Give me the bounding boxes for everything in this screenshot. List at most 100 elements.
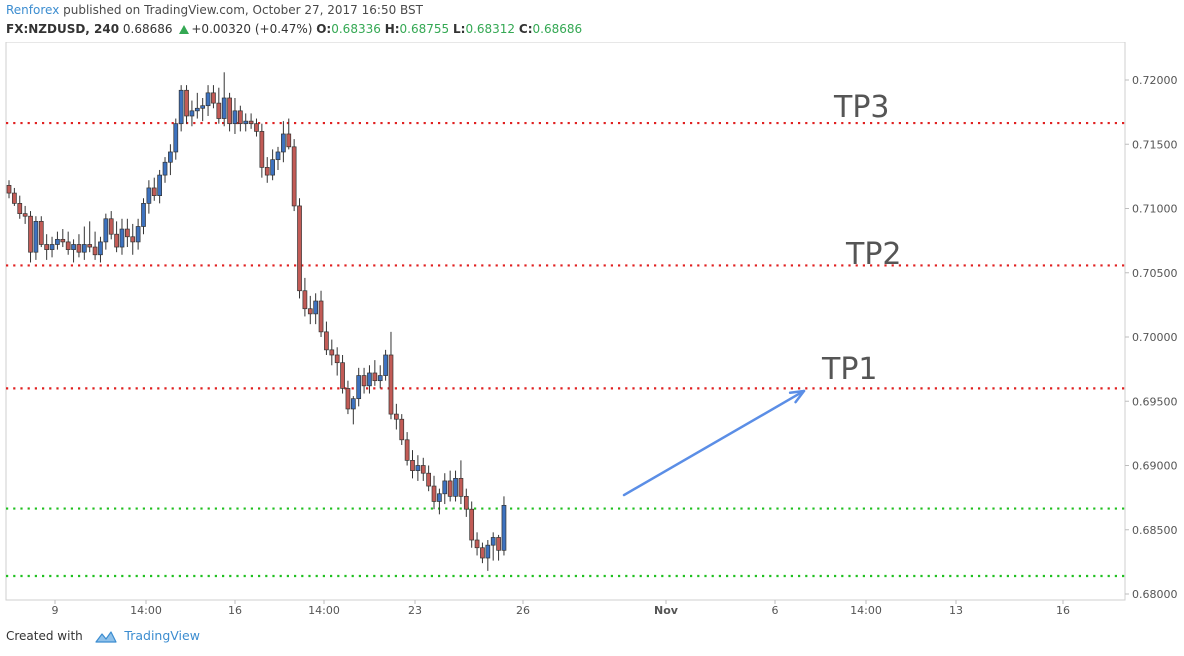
candle-body <box>33 221 39 253</box>
candle <box>33 216 39 260</box>
candle-body <box>49 244 55 250</box>
candle <box>125 218 130 248</box>
candle <box>447 470 453 502</box>
symbol-label: FX:NZDUSD, 240 <box>6 22 120 36</box>
candle-body <box>65 241 71 250</box>
candle <box>173 118 179 160</box>
candle-body <box>399 418 405 441</box>
candle <box>162 157 168 183</box>
candle-body <box>474 539 480 549</box>
candle <box>194 92 200 119</box>
arrow-head <box>788 389 806 404</box>
candle-body <box>146 187 152 204</box>
candle-body <box>463 495 469 510</box>
time-tick-label: 13 <box>949 604 963 617</box>
candle <box>442 473 448 505</box>
candle <box>168 144 173 176</box>
candle <box>55 231 60 250</box>
time-axis: 9 14:00 16 14:00 23 26 Nov 6 14:00 13 16 <box>52 600 1070 617</box>
candle-body <box>178 89 184 125</box>
tradingview-brand-link[interactable]: TradingView <box>124 628 200 643</box>
candle <box>189 100 195 127</box>
candle-body <box>270 159 275 176</box>
candle <box>65 231 71 255</box>
candle <box>485 540 491 571</box>
candle-body <box>237 110 243 125</box>
candle <box>141 198 146 235</box>
candle <box>275 146 281 170</box>
candle <box>480 542 485 564</box>
candle-body <box>28 215 33 253</box>
candle-body <box>71 244 76 250</box>
candle-body <box>254 123 259 132</box>
candle <box>281 121 286 163</box>
horizontal-levels: TP3 TP2 TP1 <box>6 90 1125 578</box>
price-tick-label: 0.71500 <box>1132 138 1178 151</box>
price-tick-label: 0.71000 <box>1132 203 1178 216</box>
candle <box>114 221 119 253</box>
plot-area <box>5 42 1126 601</box>
candle <box>103 213 109 250</box>
candle-body <box>340 362 345 389</box>
price-tick-label: 0.70000 <box>1132 331 1178 344</box>
time-tick-label: 16 <box>1056 604 1070 617</box>
candle <box>356 367 362 407</box>
published-text: published on TradingView.com, October 27… <box>63 3 423 17</box>
candle-body <box>125 228 130 238</box>
candle <box>259 123 265 178</box>
candle <box>243 113 249 132</box>
candle <box>329 339 335 366</box>
candle-body <box>501 504 507 551</box>
candle-body <box>87 244 93 248</box>
candle-body <box>205 92 211 107</box>
candle <box>227 92 232 132</box>
candle <box>71 239 76 263</box>
candle-body <box>130 236 136 243</box>
price-tick-label: 0.69500 <box>1132 395 1178 408</box>
symbol-info: FX:NZDUSD, 240 0.68686 +0.00320 (+0.47%)… <box>6 22 582 36</box>
price-tick-label: 0.70500 <box>1132 267 1178 280</box>
candle <box>399 414 405 445</box>
level-label-tp1: TP1 <box>821 352 878 387</box>
candle <box>151 177 157 201</box>
candle <box>248 113 254 129</box>
candle <box>453 470 458 502</box>
candle <box>178 85 184 132</box>
candle-body <box>6 185 12 194</box>
candle <box>98 236 103 263</box>
candle <box>318 290 324 337</box>
candle <box>345 380 351 415</box>
candle-body <box>275 151 281 161</box>
candle-body <box>383 354 388 376</box>
candle <box>372 360 378 386</box>
candle-body <box>485 544 491 559</box>
candle <box>361 367 367 394</box>
candle-body <box>324 331 329 351</box>
candle <box>490 532 496 561</box>
candle <box>383 349 388 381</box>
candle-body <box>458 478 464 497</box>
candle <box>146 180 152 214</box>
low-value: 0.68312 <box>465 22 516 36</box>
close-label: C: <box>518 22 533 36</box>
candle <box>297 198 302 299</box>
candle-body <box>232 110 238 125</box>
candle-body <box>157 174 162 196</box>
high-label: H: <box>384 22 400 36</box>
price-tick-label: 0.68500 <box>1132 524 1178 537</box>
candle-body <box>415 465 421 471</box>
candle <box>17 195 23 219</box>
candle <box>254 118 259 137</box>
candle <box>108 211 114 240</box>
arrow-shaft <box>622 389 806 497</box>
candle <box>38 216 44 248</box>
candle-body <box>334 354 340 364</box>
candle-body <box>264 167 270 176</box>
candle <box>22 205 28 224</box>
author-link[interactable]: Renforex <box>6 3 60 17</box>
candle <box>44 234 50 260</box>
candle-body <box>135 226 141 243</box>
candle <box>426 465 431 492</box>
candle-body <box>490 537 496 546</box>
